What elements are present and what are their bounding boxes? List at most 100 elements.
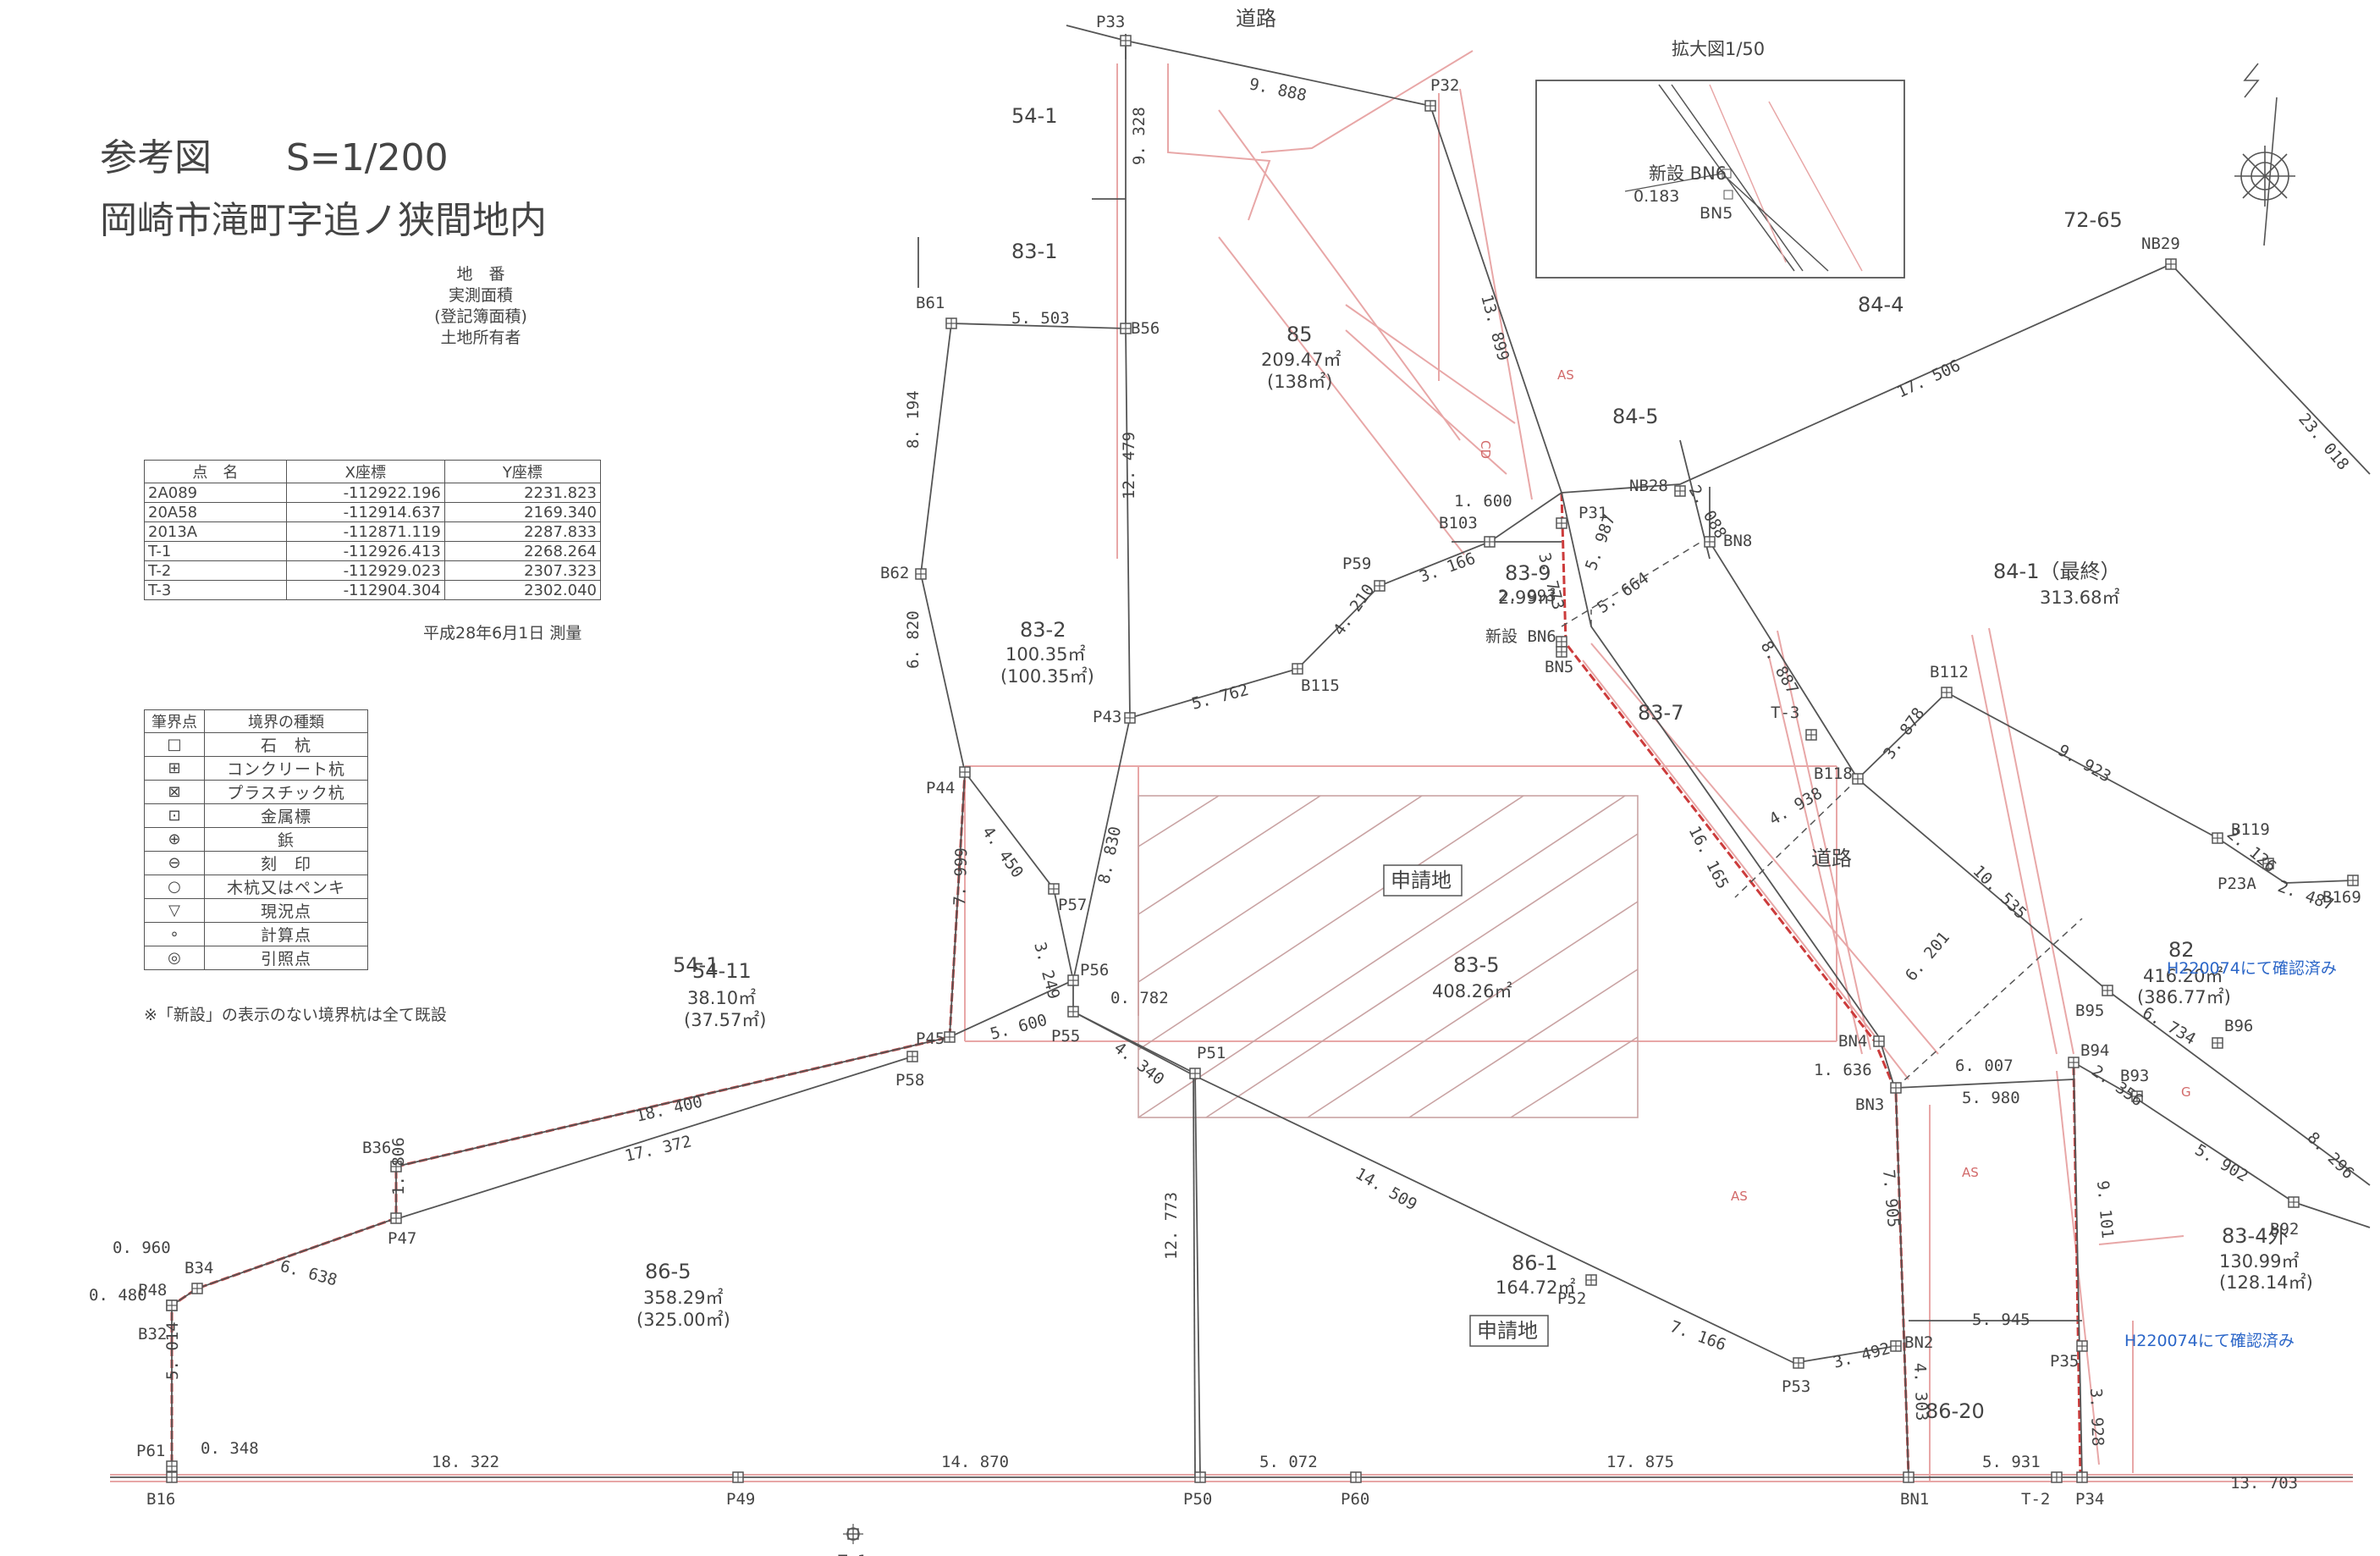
distance-label: 8. 830 xyxy=(1094,825,1125,886)
distance-label: 23. 018 xyxy=(2295,410,2352,473)
point-label: P32 xyxy=(1430,76,1459,95)
survey-point-bn5 xyxy=(1556,646,1567,658)
mark-type: 金属標 xyxy=(204,803,368,828)
parcel-label: (100.35㎡) xyxy=(1000,666,1094,687)
point-label: P23A xyxy=(2217,875,2256,893)
distance-label: 5. 902 xyxy=(2192,1140,2251,1185)
parcel-label: 83-9 xyxy=(1505,561,1551,585)
distance-label: 3. 249 xyxy=(1030,941,1063,1001)
distance-label: 3. 878 xyxy=(1880,704,1928,763)
parcel-label: 83-7 xyxy=(1638,701,1683,725)
distance-label: 1. 600 xyxy=(1454,492,1512,510)
survey-point-p60 xyxy=(1350,1471,1362,1483)
survey-point-t2 xyxy=(2051,1471,2063,1483)
survey-point-p56 xyxy=(1067,974,1079,986)
point-label: B32 xyxy=(138,1325,167,1344)
point-label: P58 xyxy=(895,1071,924,1090)
table-row: T-1 -112926.413 2268.264 xyxy=(144,541,602,561)
survey-point-bn6 xyxy=(1556,636,1567,648)
y-coord: 2287.833 xyxy=(443,521,602,542)
point-name: T-1 xyxy=(144,541,287,561)
inset-enlarged-view xyxy=(1535,80,1905,279)
point-label: B61 xyxy=(916,294,945,312)
point-label: P31 xyxy=(1578,504,1607,522)
point-label: B56 xyxy=(1131,319,1160,338)
parcel-label: 道路 xyxy=(1811,847,1852,870)
point-label: B118 xyxy=(1814,764,1853,783)
distance-label: 13. 703 xyxy=(2230,1474,2298,1493)
point-label: P49 xyxy=(726,1490,755,1509)
point-label: BN2 xyxy=(1904,1333,1933,1352)
distance-label: 10. 535 xyxy=(1969,862,2030,923)
table-row: ⊕ 鋲 xyxy=(144,827,368,852)
point-label: BN4 xyxy=(1838,1032,1867,1051)
table-row: □ 石 杭 xyxy=(144,732,368,757)
mark-type: 現況点 xyxy=(204,898,368,923)
survey-point-b118 xyxy=(1852,773,1864,785)
survey-point-p45 xyxy=(944,1031,956,1043)
application-area-hatch xyxy=(1138,795,1639,1118)
table-row: ⊡ 金属標 xyxy=(144,803,368,828)
parcel-label: 164.72㎡ xyxy=(1496,1277,1575,1298)
parcel-label: 72-65 xyxy=(2063,208,2123,232)
metal-marker-icon: ⊡ xyxy=(144,803,205,828)
point-label: P60 xyxy=(1341,1490,1369,1509)
application-area-text: 申請地 xyxy=(1477,1319,1538,1343)
survey-point-bn3 xyxy=(1890,1082,1902,1094)
survey-point-bn1 xyxy=(1903,1471,1914,1483)
boundary-mark-legend: 筆界点 境界の種類 □ 石 杭 ⊞ コンクリート杭 ⊠ プラスチック杭 ⊡ 金属標 ⊕ 鋲… xyxy=(144,709,368,970)
mark-type: 引照点 xyxy=(204,946,368,970)
table-row: 2A089 -112922.196 2231.823 xyxy=(144,483,602,503)
parcel-label: 313.68㎡ xyxy=(2040,588,2119,608)
parcel-label: 408.26㎡ xyxy=(1432,981,1512,1001)
y-coord: 2302.040 xyxy=(443,580,602,600)
parcel-label: 86-20 xyxy=(1925,1399,1985,1423)
survey-point-p44 xyxy=(959,766,971,778)
reference-point-icon: ◎ xyxy=(144,946,205,970)
distance-label: 8. 194 xyxy=(904,390,923,449)
mark-type: コンクリート杭 xyxy=(204,756,368,781)
pavement-mark: G xyxy=(2181,1084,2191,1100)
parcel-label: 道路 xyxy=(1236,7,1276,30)
survey-point-b56 xyxy=(1120,323,1132,334)
point-label: BN3 xyxy=(1855,1095,1884,1114)
drawing-title: 参考図 S=1/200 xyxy=(100,136,449,179)
distance-label: 3. 492 xyxy=(1832,1339,1892,1372)
distance-label: 14. 870 xyxy=(941,1453,1009,1471)
point-label: P61 xyxy=(136,1442,165,1460)
distance-label: 0. 348 xyxy=(201,1439,259,1458)
table-row: ∘ 計算点 xyxy=(144,922,368,946)
inset-label: 拡大図1/50 xyxy=(1672,39,1765,59)
survey-point-b36 xyxy=(390,1161,402,1173)
y-coord: 2307.323 xyxy=(443,560,602,581)
current-point-icon: ▽ xyxy=(144,898,205,923)
table-row: ◎ 引照点 xyxy=(144,946,368,970)
calc-point-icon: ∘ xyxy=(144,922,205,946)
table-row: T-3 -112904.304 2302.040 xyxy=(144,580,602,600)
x-coord: -112926.413 xyxy=(285,541,445,561)
legend-line-4: 土地所有者 xyxy=(440,328,521,347)
distance-label: 7. 999 xyxy=(950,847,971,906)
point-label: NB29 xyxy=(2141,235,2180,253)
distance-label: 12. 773 xyxy=(1162,1192,1181,1260)
legend-line-3: (登記簿面積) xyxy=(434,307,527,326)
parcel-label: 82 xyxy=(2168,938,2195,962)
survey-point-p34 xyxy=(2076,1471,2088,1483)
distance-label: 6. 734 xyxy=(2140,1003,2199,1048)
point-label: B103 xyxy=(1439,514,1478,532)
parcel-label: 83-1 xyxy=(1011,240,1057,263)
point-label: 新設 BN6 xyxy=(1485,627,1556,646)
survey-point-p33 xyxy=(1120,35,1132,47)
parcel-label: 84-5 xyxy=(1612,405,1658,428)
parcel-label: (37.57㎡) xyxy=(684,1010,767,1030)
point-label: B169 xyxy=(2322,888,2361,907)
coordinate-table: 点 名 X座標 Y座標 2A089 -112922.196 2231.823 20A… xyxy=(144,460,602,600)
parcel-label: 83-5 xyxy=(1453,953,1499,977)
plastic-stake-icon: ⊠ xyxy=(144,780,205,804)
table-row: T-2 -112929.023 2307.323 xyxy=(144,560,602,581)
distance-label: 7. 166 xyxy=(1667,1317,1728,1355)
point-label: BN1 xyxy=(1900,1490,1929,1509)
survey-point-b94 xyxy=(2068,1057,2080,1068)
survey-point-p55 xyxy=(1067,1006,1079,1018)
distance-label: 18. 322 xyxy=(432,1453,499,1471)
